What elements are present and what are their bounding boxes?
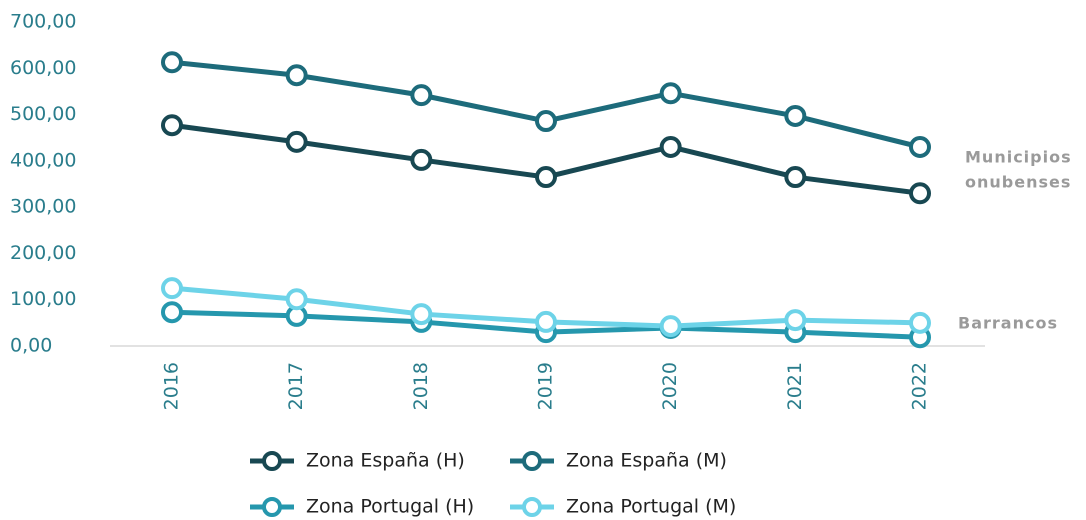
y-tick-label: 600,00 <box>10 57 76 79</box>
point <box>161 114 183 137</box>
legend-marker <box>522 451 542 471</box>
legend-label: Zona España (H) <box>306 450 465 472</box>
legend-marker <box>262 497 282 517</box>
point <box>410 303 433 326</box>
legend-label: Zona Portugal (M) <box>566 496 736 518</box>
legend-label: Zona Portugal (H) <box>306 496 474 518</box>
point <box>535 166 557 189</box>
point <box>909 135 931 158</box>
point <box>909 182 931 205</box>
x-tick-label: 2021 <box>784 362 806 410</box>
series-line <box>171 59 921 150</box>
x-tick-label: 2020 <box>659 362 681 410</box>
point <box>161 301 183 324</box>
annotation: Barrancos <box>958 314 1058 333</box>
point <box>410 148 433 171</box>
point <box>535 310 557 333</box>
point <box>285 288 308 311</box>
x-tick-label: 2022 <box>909 362 931 410</box>
point <box>909 311 931 334</box>
point <box>161 51 183 74</box>
point <box>784 104 807 127</box>
point <box>410 84 433 107</box>
point <box>784 309 807 332</box>
y-tick-label: 300,00 <box>10 196 76 218</box>
y-tick-label: 100,00 <box>10 288 76 310</box>
legend-marker <box>522 497 542 517</box>
x-tick-label: 2017 <box>285 362 307 410</box>
legend-marker <box>262 451 282 471</box>
point <box>659 315 682 338</box>
y-tick-label: 200,00 <box>10 242 76 264</box>
point <box>659 82 682 105</box>
y-tick-label: 400,00 <box>10 149 76 171</box>
legend-label: Zona España (M) <box>566 450 727 472</box>
point <box>784 166 807 189</box>
point <box>285 64 308 87</box>
y-tick-label: 500,00 <box>10 103 76 125</box>
point <box>285 130 308 153</box>
annotation: onubenses <box>965 173 1071 192</box>
x-tick-label: 2019 <box>535 362 557 410</box>
x-tick-label: 2016 <box>161 362 183 410</box>
y-tick-label: 0,00 <box>10 335 52 357</box>
point <box>659 135 682 158</box>
point <box>535 110 557 133</box>
point <box>161 277 183 300</box>
annotation: Municipios <box>965 148 1072 167</box>
y-tick-label: 700,00 <box>10 11 76 33</box>
x-tick-label: 2018 <box>410 362 432 410</box>
